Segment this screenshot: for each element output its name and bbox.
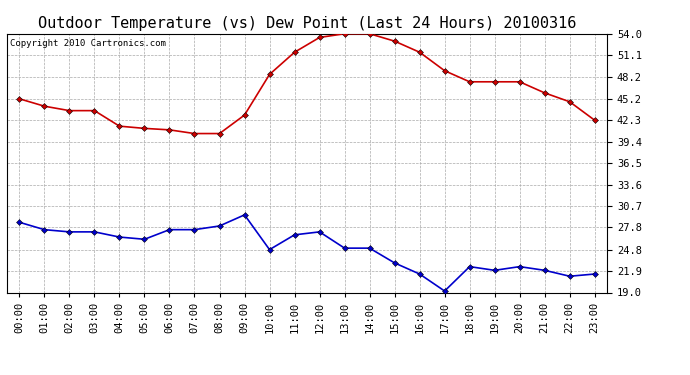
Title: Outdoor Temperature (vs) Dew Point (Last 24 Hours) 20100316: Outdoor Temperature (vs) Dew Point (Last…: [38, 16, 576, 31]
Text: Copyright 2010 Cartronics.com: Copyright 2010 Cartronics.com: [10, 39, 166, 48]
